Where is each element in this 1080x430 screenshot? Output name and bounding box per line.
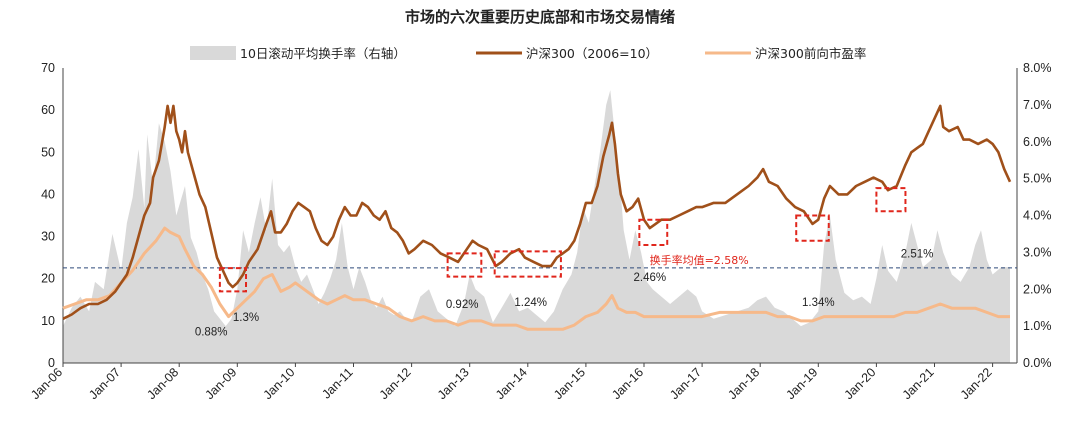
y-right-tick-label: 0.0%	[1023, 356, 1052, 370]
turnover-annotation: 2.51%	[901, 249, 934, 261]
legend-label-pe: 沪深300前向市盈率	[755, 46, 866, 61]
y-right-tick-label: 3.0%	[1023, 245, 1052, 259]
chart-title: 市场的六次重要历史底部和市场交易情绪	[405, 8, 675, 26]
reference-line-label: 换手率均值=2.58%	[650, 253, 749, 267]
x-tick-label: Jan-09	[202, 365, 239, 402]
y-left-tick-label: 0	[48, 356, 55, 370]
x-tick-label: Jan-14	[493, 365, 530, 402]
y-left-tick-label: 50	[41, 145, 55, 159]
x-tick-label: Jan-06	[28, 365, 65, 402]
bottom-highlight-box	[446, 252, 483, 278]
series-area-turnover	[63, 90, 1010, 363]
x-tick-label: Jan-17	[667, 365, 704, 402]
x-tick-label: Jan-19	[783, 365, 820, 402]
y-left-tick-label: 10	[41, 314, 55, 328]
y-right-tick-label: 1.0%	[1023, 319, 1052, 333]
bottom-highlight-box	[875, 187, 907, 213]
x-tick-label: Jan-21	[900, 365, 937, 402]
x-tick-label: Jan-18	[725, 365, 762, 402]
x-tick-label: Jan-22	[958, 365, 995, 402]
turnover-annotation: 0.92%	[446, 299, 479, 311]
turnover-annotation: 1.34%	[802, 297, 835, 309]
legend-swatch-turnover	[190, 46, 236, 60]
legend-label-csi300: 沪深300（2006=10）	[526, 46, 658, 61]
x-tick-label: Jan-13	[435, 365, 472, 402]
bottom-highlight-box	[795, 214, 830, 242]
y-right-tick-label: 2.0%	[1023, 282, 1052, 296]
turnover-annotation: 2.46%	[634, 272, 667, 284]
turnover-annotation: 1.3%	[233, 312, 259, 324]
y-right-tick-label: 7.0%	[1023, 98, 1052, 112]
bottom-highlight-box	[638, 218, 669, 246]
y-left-tick-label: 20	[41, 272, 55, 286]
turnover-annotation: 0.88%	[195, 327, 228, 339]
x-tick-label: Jan-15	[551, 365, 588, 402]
bottom-highlight-box	[493, 250, 562, 278]
x-tick-label: Jan-16	[609, 365, 646, 402]
x-tick-label: Jan-11	[319, 365, 355, 401]
y-right-tick-label: 6.0%	[1023, 135, 1052, 149]
plot-area: 0 10 20 30 40 50 60 70 0.0% 1.0% 2.0% 3.0% 4.0% 5.0% 6…	[28, 61, 1051, 402]
x-tick-label: Jan-20	[842, 365, 879, 402]
y-right-tick-label: 8.0%	[1023, 61, 1052, 75]
y-right-tick-label: 5.0%	[1023, 172, 1052, 186]
series-line-forward-pe	[62, 226, 1010, 331]
y-left-tick-label: 60	[41, 103, 55, 117]
y-right-tick-label: 4.0%	[1023, 209, 1052, 223]
x-tick-label: Jan-12	[377, 365, 414, 402]
y-left-tick-label: 70	[41, 61, 55, 75]
x-tick-label: Jan-10	[261, 365, 298, 402]
x-tick-label: Jan-08	[144, 365, 181, 402]
y-left-tick-label: 30	[41, 230, 55, 244]
y-left-tick-label: 40	[41, 187, 55, 201]
x-tick-label: Jan-07	[86, 365, 123, 402]
turnover-annotation: 1.24%	[514, 297, 547, 309]
legend-label-turnover: 10日滚动平均换手率（右轴）	[240, 46, 406, 61]
series-line-csi300	[62, 104, 1012, 320]
legend: 10日滚动平均换手率（右轴） 沪深300（2006=10） 沪深300前向市盈率	[190, 46, 866, 61]
